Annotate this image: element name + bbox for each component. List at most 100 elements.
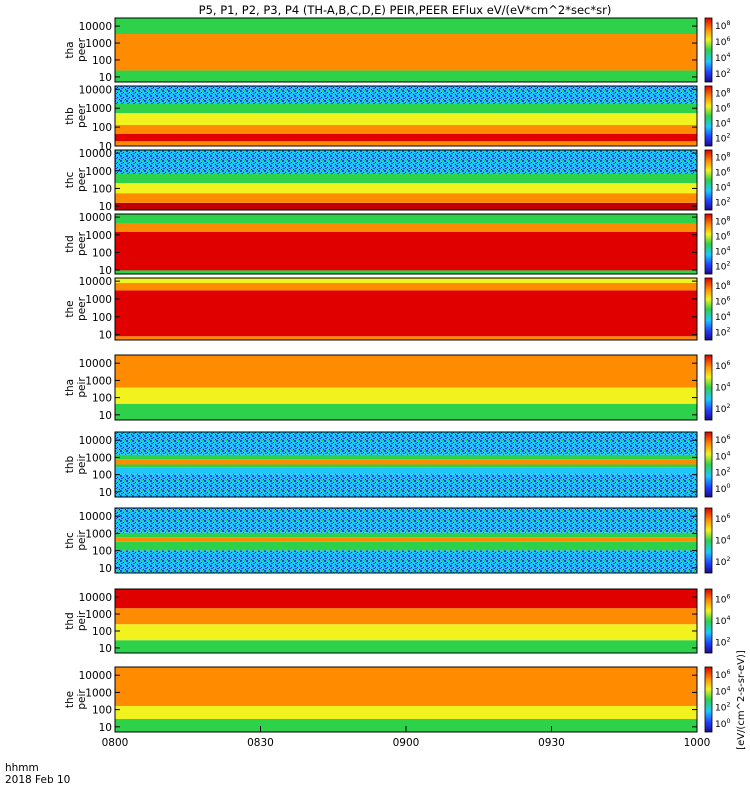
y-tick-label: 10 (99, 141, 112, 153)
y-tick-label: 1000 (85, 452, 112, 464)
colorbar (704, 149, 713, 211)
y-tick-label: 10 (99, 72, 112, 84)
colorbar (704, 354, 713, 421)
spectrogram-band (115, 125, 697, 134)
y-tick-label: 100 (92, 312, 112, 324)
colorbar-tick-label: 100 (715, 718, 730, 730)
spectrogram-band (115, 202, 697, 210)
spectrogram-band (115, 290, 697, 337)
spectrogram-band (115, 134, 697, 142)
panel-the-peer: 10 100 1000 10000 thepeer 102 104 106 108 (64, 276, 730, 341)
panel-frame (114, 354, 698, 421)
y-tick-label: 1000 (85, 528, 112, 540)
y-tick-label: 100 (92, 470, 112, 482)
spectrogram-band (115, 432, 697, 455)
spectrogram-band (115, 624, 697, 641)
y-tick-label: 10000 (79, 670, 112, 682)
colorbar (704, 507, 713, 574)
colorbar-tick-label: 102 (715, 68, 730, 80)
panel-the-peir: 10 100 1000 10000 thepeir 100 102 104 106 (64, 666, 730, 734)
spectrogram-band (115, 454, 697, 460)
y-tick-label: 10 (99, 563, 112, 575)
x-tick-label: 0830 (247, 737, 274, 749)
y-tick-label: 100 (92, 705, 112, 717)
y-tick-label: 10 (99, 722, 112, 734)
spectrogram-band (115, 589, 697, 609)
y-tick-label: 1000 (85, 609, 112, 621)
spectrogram-band (115, 387, 697, 404)
colorbar-tick-label: 108 (715, 280, 730, 292)
colorbar-tick-label: 106 (715, 594, 730, 606)
colorbar-tick-label: 102 (715, 702, 730, 714)
spectrogram-band (115, 193, 697, 203)
y-tick-label: 1000 (85, 38, 112, 50)
panel-label: thapeir (64, 377, 88, 398)
colorbar-tick-label: 100 (715, 483, 730, 495)
x-tick-label: 0900 (393, 737, 420, 749)
colorbar-tick-label: 104 (715, 535, 730, 547)
spectrogram-band (115, 508, 697, 533)
colorbar-tick-label: 104 (715, 52, 730, 64)
colorbar-tick-label: 104 (715, 118, 730, 130)
panel-label: thbpeir (64, 454, 88, 475)
y-tick-label: 1000 (85, 687, 112, 699)
y-tick-label: 100 (92, 247, 112, 259)
colorbar-tick-label: 102 (715, 403, 730, 415)
colorbar (704, 213, 713, 275)
spectrogram-band (115, 640, 697, 653)
x-tick-label: 0930 (538, 737, 565, 749)
panel-label: thdpeer (64, 231, 88, 256)
spectrogram-band (115, 86, 697, 104)
y-tick-label: 10000 (79, 21, 112, 33)
colorbar-tick-label: 108 (715, 216, 730, 228)
colorbar-units-label: [eV/(cm^2-s-sr-eV)] (736, 650, 747, 750)
y-tick-label: 100 (92, 55, 112, 67)
y-tick-label: 100 (92, 393, 112, 405)
spectrogram-band (115, 459, 697, 465)
y-tick-label: 10 (99, 265, 112, 277)
colorbar-tick-label: 102 (715, 133, 730, 145)
colorbar (704, 85, 713, 147)
colorbar-tick-label: 106 (715, 167, 730, 179)
panel-frame (114, 85, 698, 147)
spectrogram-band (115, 474, 697, 497)
colorbar (704, 17, 713, 83)
colorbar (704, 277, 713, 341)
colorbar-tick-label: 104 (715, 685, 730, 697)
colorbar-tick-label: 102 (715, 197, 730, 209)
colorbar-tick-label: 104 (715, 615, 730, 627)
spectrogram-band (115, 278, 697, 283)
y-tick-label: 10 (99, 643, 112, 655)
colorbar-tick-label: 102 (715, 467, 730, 479)
y-tick-label: 10000 (79, 511, 112, 523)
y-tick-label: 10 (99, 487, 112, 499)
panel-tha-peer: 10 100 1000 10000 thapeer 102 104 106 108 (64, 17, 730, 84)
spectrogram-band (115, 355, 697, 388)
colorbar-tick-label: 104 (715, 382, 730, 394)
panel-label: thdpeir (64, 610, 88, 631)
y-tick-label: 10000 (79, 435, 112, 447)
panel-thb-peir: 10 100 1000 10000 thbpeir 100 102 104 106 (64, 431, 730, 499)
y-tick-label: 10000 (79, 212, 112, 224)
spectrogram-band (115, 282, 697, 291)
x-axis: 0800 0830 0900 0930 1000 (102, 726, 710, 749)
spectrogram-band (115, 113, 697, 125)
colorbar-tick-label: 106 (715, 103, 730, 115)
panel-label: thepeir (64, 689, 88, 710)
colorbar-tick-label: 102 (715, 556, 730, 568)
spectrogram-band (115, 706, 697, 719)
y-tick-label: 100 (92, 122, 112, 134)
spectrogram-band (115, 104, 697, 113)
panel-frame (114, 213, 698, 275)
y-tick-label: 10 (99, 410, 112, 422)
colorbar-tick-label: 106 (715, 231, 730, 243)
colorbar-tick-label: 104 (715, 182, 730, 194)
colorbar-tick-label: 106 (715, 295, 730, 307)
colorbar (704, 666, 713, 733)
y-tick-label: 10000 (79, 84, 112, 96)
x-tick-label: 0800 (102, 737, 129, 749)
spectrogram-band (115, 467, 697, 475)
spectrogram-band (115, 18, 697, 34)
y-tick-label: 10000 (79, 358, 112, 370)
